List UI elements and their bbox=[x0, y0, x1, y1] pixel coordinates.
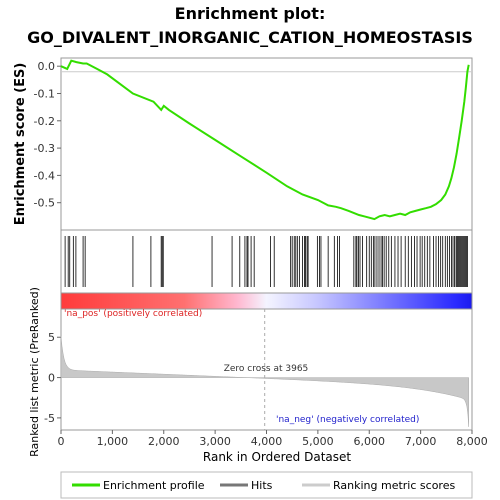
metric-tick-label: -5 bbox=[44, 412, 55, 425]
es-tick-label: -0.3 bbox=[34, 142, 55, 155]
x-tick-label: 8,000 bbox=[456, 435, 488, 448]
legend: Enrichment profile Hits Ranking metric s… bbox=[60, 471, 473, 499]
x-tick-label: 1,000 bbox=[97, 435, 129, 448]
metric-panel bbox=[60, 308, 473, 431]
chart-title-line1: Enrichment plot: bbox=[175, 4, 326, 23]
x-tick-label: 5,000 bbox=[302, 435, 334, 448]
neg-label: 'na_neg' (negatively correlated) bbox=[276, 415, 419, 425]
x-tick-label: 2,000 bbox=[148, 435, 180, 448]
metric-tick-label: 0 bbox=[48, 372, 55, 385]
ranking-metric-area bbox=[60, 335, 469, 427]
x-axis-label: Rank in Ordered Dataset bbox=[203, 450, 351, 464]
x-tick-label: 0 bbox=[58, 435, 65, 448]
x-tick-label: 7,000 bbox=[405, 435, 437, 448]
hits-ticks bbox=[64, 236, 468, 287]
x-tick-label: 6,000 bbox=[354, 435, 386, 448]
es-tick-label: -0.4 bbox=[34, 169, 55, 182]
chart-title-line2: GO_DIVALENT_INORGANIC_CATION_HOMEOSTASIS bbox=[27, 28, 473, 47]
es-axis: 0.0 -0.1 -0.2 -0.3 -0.4 -0.5 bbox=[34, 60, 61, 210]
zero-cross-label: Zero cross at 3965 bbox=[224, 364, 309, 374]
hits-panel bbox=[60, 229, 473, 294]
metric-axis-label: Ranked list metric (PreRanked) bbox=[28, 287, 41, 457]
rank-bar bbox=[60, 292, 473, 310]
pos-label: 'na_pos' (positively correlated) bbox=[64, 309, 202, 319]
x-tick-label: 3,000 bbox=[199, 435, 231, 448]
x-axis: 0 1,000 2,000 3,000 4,000 5,000 6,000 7,000 8,00… bbox=[58, 430, 488, 448]
metric-axis: 5 0 -5 bbox=[44, 331, 61, 425]
legend-ranking-metric: Ranking metric scores bbox=[333, 479, 455, 492]
es-tick-label: -0.1 bbox=[34, 87, 55, 100]
es-tick-label: -0.5 bbox=[34, 197, 55, 210]
es-tick-label: 0.0 bbox=[38, 60, 56, 73]
legend-enrichment-profile: Enrichment profile bbox=[103, 479, 205, 492]
enrichment-profile-line bbox=[60, 59, 470, 221]
metric-tick-label: 5 bbox=[48, 331, 55, 344]
es-tick-label: -0.2 bbox=[34, 115, 55, 128]
es-panel bbox=[60, 57, 473, 231]
x-tick-label: 4,000 bbox=[251, 435, 283, 448]
legend-hits: Hits bbox=[251, 479, 273, 492]
es-axis-label: Enrichment score (ES) bbox=[13, 63, 28, 226]
